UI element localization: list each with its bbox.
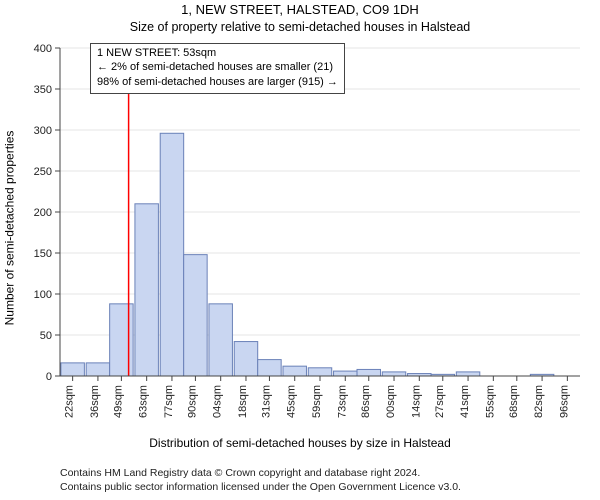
x-tick-label: 255sqm xyxy=(484,385,496,418)
x-tick-label: 36sqm xyxy=(89,385,101,418)
x-tick-label: 173sqm xyxy=(336,385,348,418)
annotation-line-2: ← 2% of semi-detached houses are smaller… xyxy=(97,60,338,74)
histogram-bar xyxy=(334,371,357,376)
annotation-line-1: 1 NEW STREET: 53sqm xyxy=(97,46,338,60)
y-tick-label: 50 xyxy=(40,330,52,342)
histogram-bar xyxy=(135,204,158,376)
histogram-bar xyxy=(258,360,281,376)
y-tick-label: 300 xyxy=(34,125,52,137)
histogram-bar xyxy=(110,304,133,376)
x-tick-label: 22sqm xyxy=(64,385,76,418)
plot-area: 0 50 100 150 200 250 300 350 400 22sqm 36sqm 49sqm 6… xyxy=(0,38,600,418)
histogram-bar xyxy=(357,369,380,376)
x-tick-label: 186sqm xyxy=(360,385,372,418)
x-tick-label: 282sqm xyxy=(533,385,545,418)
histogram-bar xyxy=(160,133,183,376)
histogram-bar xyxy=(86,363,109,376)
x-tick-label: 131sqm xyxy=(260,385,272,418)
annotation-line-3: 98% of semi-detached houses are larger (… xyxy=(97,75,338,89)
attribution: Contains HM Land Registry data © Crown c… xyxy=(60,466,590,494)
histogram-bar xyxy=(308,368,331,376)
histogram-bar xyxy=(382,372,405,376)
histogram-bar xyxy=(209,304,232,376)
y-tick-label: 0 xyxy=(46,371,52,383)
x-tick-label: 104sqm xyxy=(212,385,224,418)
histogram-bar xyxy=(456,372,479,376)
x-tick-label: 200sqm xyxy=(385,385,397,418)
y-tick-label: 100 xyxy=(34,289,52,301)
x-tick-label: 63sqm xyxy=(138,385,150,418)
x-tick-label: 118sqm xyxy=(237,385,249,418)
chart-svg: 0 50 100 150 200 250 300 350 400 22sqm 36sqm 49sqm 6… xyxy=(0,38,600,418)
y-tick-label: 400 xyxy=(34,43,52,55)
annotation-box: 1 NEW STREET: 53sqm ← 2% of semi-detache… xyxy=(90,43,345,94)
x-tick-label: 241sqm xyxy=(459,385,471,418)
y-tick-label: 200 xyxy=(34,207,52,219)
x-tick-label: 90sqm xyxy=(186,385,198,418)
x-axis-label: Distribution of semi-detached houses by … xyxy=(0,436,600,450)
histogram-bar xyxy=(234,342,257,376)
x-tick-label: 268sqm xyxy=(508,385,520,418)
attribution-line-1: Contains HM Land Registry data © Crown c… xyxy=(60,466,590,480)
x-tick-label: 49sqm xyxy=(112,385,124,418)
x-tick-label: 227sqm xyxy=(434,385,446,418)
histogram-bar xyxy=(283,366,306,376)
x-tick-label: 296sqm xyxy=(558,385,570,418)
attribution-line-2: Contains public sector information licen… xyxy=(60,480,590,494)
histogram-bar xyxy=(184,255,207,376)
histogram-bar xyxy=(61,363,84,376)
x-tick-label: 77sqm xyxy=(163,385,175,418)
chart-subtitle: Size of property relative to semi-detach… xyxy=(0,20,600,34)
x-tick-label: 159sqm xyxy=(311,385,323,418)
y-tick-label: 250 xyxy=(34,166,52,178)
y-tick-label: 350 xyxy=(34,84,52,96)
x-tick-label: 145sqm xyxy=(286,385,298,418)
chart-title: 1, NEW STREET, HALSTEAD, CO9 1DH xyxy=(0,2,600,17)
x-tick-label: 214sqm xyxy=(410,385,422,418)
chart-root: 1, NEW STREET, HALSTEAD, CO9 1DH Size of… xyxy=(0,0,600,500)
y-tick-label: 150 xyxy=(34,248,52,260)
